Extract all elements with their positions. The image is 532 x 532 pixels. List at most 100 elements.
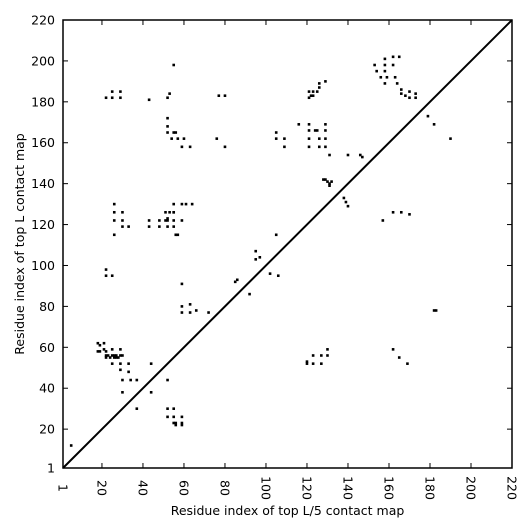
- x-tick-label: 20: [94, 480, 109, 496]
- contact-point: [311, 354, 315, 357]
- contact-point: [149, 362, 153, 365]
- contact-point: [397, 55, 401, 59]
- contact-point: [168, 92, 171, 95]
- contact-point: [119, 348, 122, 351]
- contact-point: [393, 75, 397, 79]
- contact-point: [110, 90, 114, 93]
- x-tick-label: 160: [381, 476, 396, 500]
- contact-point: [115, 354, 118, 357]
- contact-point: [180, 219, 184, 222]
- y-tick-label: 200: [31, 53, 55, 68]
- contact-point: [164, 219, 167, 222]
- contact-point: [373, 63, 376, 67]
- contact-point: [346, 153, 350, 157]
- contact-point: [274, 131, 278, 134]
- contact-point: [283, 137, 286, 140]
- contact-point: [320, 354, 323, 357]
- y-tick-label: 160: [31, 135, 55, 150]
- contact-point: [127, 362, 130, 365]
- x-tick-label: 200: [463, 476, 478, 500]
- contact-point: [98, 343, 102, 347]
- contact-point: [180, 202, 184, 206]
- contact-point: [119, 354, 122, 357]
- y-tick-label: 20: [39, 422, 55, 437]
- contact-point: [395, 82, 399, 85]
- contact-point: [344, 200, 348, 204]
- contact-point: [96, 350, 100, 353]
- contact-point: [172, 210, 176, 214]
- contact-point: [297, 123, 301, 126]
- contact-point: [119, 96, 122, 100]
- contact-point: [166, 131, 169, 134]
- contact-point: [106, 354, 110, 357]
- contact-point: [188, 311, 192, 314]
- contact-point: [147, 219, 151, 222]
- contact-point: [432, 309, 436, 312]
- contact-point: [383, 69, 387, 73]
- contact-point: [121, 354, 124, 357]
- x-tick-label: 220: [505, 476, 520, 500]
- contact-point: [233, 280, 237, 284]
- contact-point: [180, 423, 184, 427]
- contact-point: [147, 98, 151, 102]
- contact-point: [391, 210, 395, 214]
- contact-point: [434, 309, 438, 312]
- contact-point: [414, 96, 417, 100]
- contact-point: [324, 123, 327, 126]
- contact-point: [176, 137, 180, 140]
- contact-point: [172, 63, 176, 67]
- contact-point: [168, 210, 171, 214]
- contact-point: [379, 75, 383, 79]
- contact-point: [112, 354, 116, 357]
- contact-point: [108, 356, 112, 359]
- contact-point: [172, 415, 176, 419]
- y-tick-label: 80: [39, 299, 55, 314]
- contact-point: [180, 145, 184, 149]
- x-tick-label: 80: [217, 480, 232, 496]
- contact-point: [174, 131, 178, 134]
- contact-point: [135, 407, 139, 410]
- contact-point: [164, 210, 167, 214]
- contact-point: [174, 421, 178, 425]
- contact-point: [317, 145, 321, 149]
- x-tick-label: 140: [340, 476, 355, 500]
- contact-point: [328, 182, 331, 185]
- contact-point: [112, 356, 116, 359]
- contact-point: [326, 348, 329, 351]
- y-tick-label: 40: [39, 381, 55, 396]
- contact-point: [121, 378, 124, 382]
- contact-point: [188, 303, 192, 306]
- contact-point: [223, 94, 227, 97]
- contact-point: [317, 86, 321, 89]
- y-tick-label: 120: [31, 217, 55, 232]
- contact-point: [96, 341, 100, 345]
- contact-point: [404, 94, 407, 97]
- contact-point: [276, 274, 280, 278]
- contact-point: [305, 360, 309, 363]
- y-axis-label: Residue index of top L contact map: [12, 133, 27, 354]
- contact-point: [311, 362, 315, 365]
- contact-point: [119, 368, 122, 372]
- contact-point: [110, 362, 114, 365]
- contact-point: [322, 178, 325, 181]
- contact-point: [391, 348, 395, 351]
- contact-point: [104, 350, 108, 353]
- contact-point: [182, 137, 186, 140]
- contact-point: [172, 225, 176, 228]
- contact-point: [110, 274, 114, 278]
- contact-point: [121, 210, 124, 214]
- contact-point: [184, 202, 188, 206]
- x-tick-label: 40: [135, 480, 150, 496]
- contact-point: [129, 378, 132, 382]
- contact-point: [307, 90, 311, 93]
- contact-point: [307, 129, 311, 132]
- contact-point: [432, 123, 436, 126]
- contact-point: [172, 219, 176, 222]
- contact-point: [324, 145, 327, 149]
- contact-point: [414, 92, 417, 95]
- contact-point: [397, 356, 401, 359]
- contact-point: [166, 407, 169, 410]
- contact-point: [313, 129, 317, 132]
- contact-point: [385, 75, 389, 79]
